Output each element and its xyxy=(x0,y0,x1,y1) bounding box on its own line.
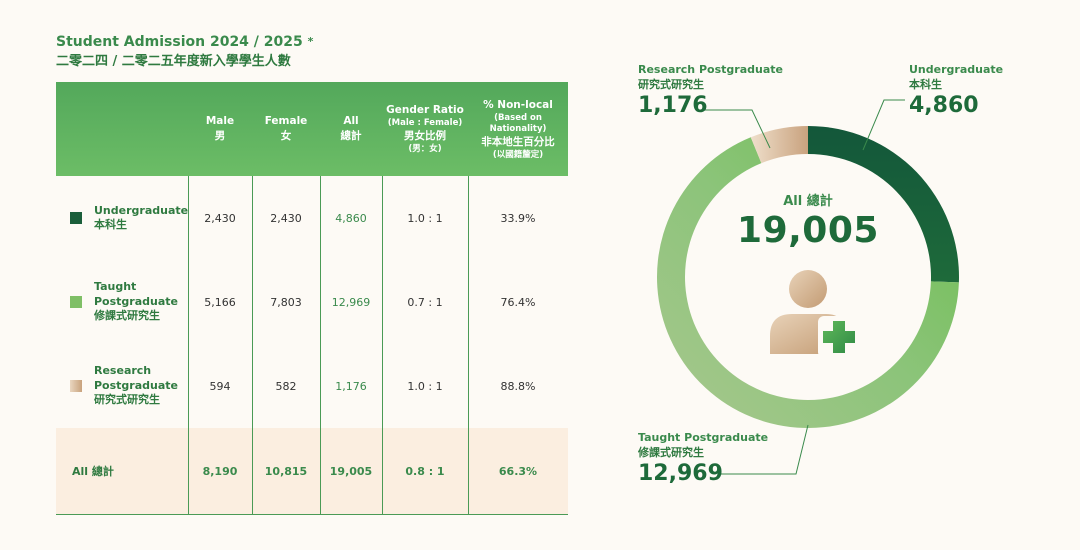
column-divider xyxy=(252,176,253,514)
callout-label-zh: 修課式研究生 xyxy=(638,446,704,459)
leader-line-undergraduate xyxy=(862,99,905,151)
column-divider xyxy=(320,176,321,514)
row-category: Research Postgraduate 研究式研究生 xyxy=(56,344,188,428)
cell-male: 5,166 xyxy=(204,295,236,309)
table-row-taught-postgraduate: Taught Postgraduate 修課式研究生 5,166 7,803 12,… xyxy=(56,260,568,344)
callout-value: 4,860 xyxy=(909,93,979,118)
donut-center-value: 19,005 xyxy=(737,210,879,251)
donut-center-label: All 總計 xyxy=(783,194,833,209)
column-divider xyxy=(468,176,469,514)
header-male: Male 男 xyxy=(205,115,235,142)
header-female: Female 女 xyxy=(264,115,308,142)
cell-nonlocal: 33.9% xyxy=(500,211,536,225)
callout-label-en: Taught Postgraduate xyxy=(638,431,769,444)
table-bottom-border xyxy=(56,514,568,515)
column-divider xyxy=(382,176,383,514)
cell-nonlocal: 88.8% xyxy=(500,379,536,393)
taught-postgraduate-swatch xyxy=(70,296,82,308)
cell-nonlocal: 66.3% xyxy=(498,464,538,478)
leader-line-taught xyxy=(720,424,809,475)
table-row-total: All 總計 8,190 10,815 19,005 0.8 : 1 66.3% xyxy=(56,428,568,515)
cell-all: 12,969 xyxy=(331,295,371,309)
callout-label-zh: 研究式研究生 xyxy=(638,78,704,91)
donut-slice-undergraduate xyxy=(808,126,959,283)
cell-ratio: 1.0 : 1 xyxy=(407,379,443,393)
total-label: All 總計 xyxy=(72,465,114,478)
callout-label-en: Undergraduate xyxy=(909,63,1004,76)
undergraduate-swatch xyxy=(70,212,82,224)
cell-ratio: 0.7 : 1 xyxy=(407,295,443,309)
callout-research-postgraduate: Research Postgraduate 研究式研究生 1,176 xyxy=(638,62,783,120)
cell-female: 10,815 xyxy=(264,464,308,478)
cell-all: 1,176 xyxy=(335,379,367,393)
cell-female: 7,803 xyxy=(270,295,302,309)
donut-slice-research-postgraduate xyxy=(750,126,808,164)
add-user-icon xyxy=(770,270,860,358)
title-block: Student Admission 2024 / 2025 * 二零二四 / 二… xyxy=(56,32,313,72)
cell-all: 19,005 xyxy=(329,464,373,478)
cell-male: 594 xyxy=(209,379,231,393)
callout-undergraduate: Undergraduate 本科生 4,860 xyxy=(909,62,1003,120)
leader-line-research xyxy=(700,109,771,149)
callout-taught-postgraduate: Taught Postgraduate 修課式研究生 12,969 xyxy=(638,430,768,488)
table-row-research-postgraduate: Research Postgraduate 研究式研究生 594 582 1,176… xyxy=(56,344,568,428)
column-divider xyxy=(188,176,189,514)
cell-ratio: 0.8 : 1 xyxy=(405,464,445,478)
header-gender-ratio: Gender Ratio (Male : Female) 男女比例 (男：女) xyxy=(386,104,464,154)
row-category: Taught Postgraduate 修課式研究生 xyxy=(56,260,188,344)
callout-label-zh: 本科生 xyxy=(909,78,942,91)
title-zh: 二零二四 / 二零二五年度新入學學生人數 xyxy=(56,54,291,69)
callout-value: 1,176 xyxy=(638,93,708,118)
cell-male: 8,190 xyxy=(202,464,238,478)
table-header: Male 男 Female 女 All 總計 Gender Ratio (Male :… xyxy=(56,82,568,176)
cell-female: 582 xyxy=(275,379,297,393)
research-postgraduate-swatch xyxy=(70,380,82,392)
cell-all: 4,860 xyxy=(335,211,367,225)
cell-male: 2,430 xyxy=(204,211,236,225)
callout-value: 12,969 xyxy=(638,461,723,486)
table-row-undergraduate: Undergraduate 本科生 2,430 2,430 4,860 1.0 :… xyxy=(56,176,568,260)
cell-ratio: 1.0 : 1 xyxy=(407,211,443,225)
cell-female: 2,430 xyxy=(270,211,302,225)
admission-table: Male 男 Female 女 All 總計 Gender Ratio (Male :… xyxy=(56,82,568,515)
callout-label-en: Research Postgraduate xyxy=(638,63,783,76)
row-category: Undergraduate 本科生 xyxy=(56,176,188,260)
cell-nonlocal: 76.4% xyxy=(500,295,536,309)
header-all: All 總計 xyxy=(340,115,362,142)
header-nonlocal: % Non-local (Based on Nationality) 非本地生百… xyxy=(481,98,555,160)
title-en: Student Admission 2024 / 2025 * xyxy=(56,34,314,50)
